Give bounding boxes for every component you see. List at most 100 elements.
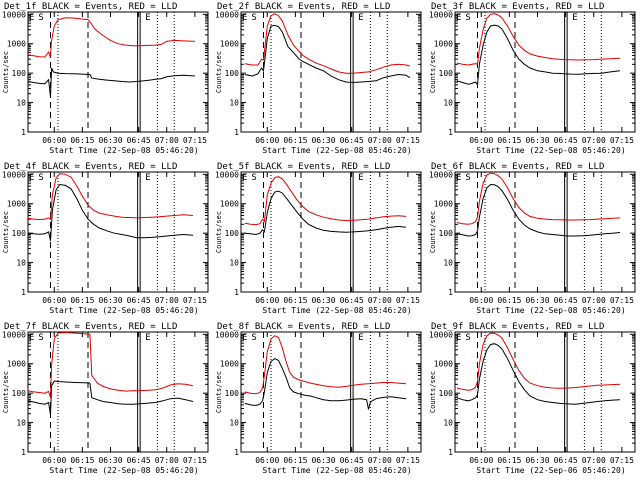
y-tick-label: 10000 <box>2 10 26 19</box>
series-line-lld <box>244 176 407 226</box>
x-tick-label: 06:45 <box>554 296 578 305</box>
chart-title: Det_4f BLACK = Events, RED = LLD <box>4 162 177 172</box>
y-tick-label: 1 <box>448 288 453 297</box>
series-line-events <box>456 183 621 237</box>
y-tick-label: 1 <box>21 288 26 297</box>
series-line-lld <box>244 13 410 74</box>
x-tick-label: 06:00 <box>469 456 493 465</box>
y-tick-label: 1 <box>234 128 239 137</box>
series-line-lld <box>456 332 621 391</box>
x-tick-label: 06:15 <box>283 456 307 465</box>
y-axis-label: Counts/sec <box>2 211 10 253</box>
x-tick-label: 07:15 <box>396 136 420 145</box>
series-line-events <box>27 183 194 241</box>
panel-2: Det_2f BLACK = Events, RED = LLD 1 10 100 10… <box>215 2 422 155</box>
x-tick-label: 06:45 <box>340 296 364 305</box>
y-tick-label: 10000 <box>429 10 453 19</box>
plot-marker-label: E <box>145 173 150 183</box>
plot-marker-label: E <box>145 13 150 23</box>
plot-frame <box>454 171 636 293</box>
y-tick-label: 1 <box>448 448 453 457</box>
y-tick-label: 10000 <box>2 170 26 179</box>
plot-marker-label: E <box>145 333 150 343</box>
x-tick-label: 06:45 <box>554 136 578 145</box>
x-tick-label: 06:30 <box>525 456 549 465</box>
x-tick-label: 06:15 <box>497 296 521 305</box>
plot-marker-label: E <box>29 13 34 23</box>
plot-marker-label: S <box>38 173 43 183</box>
y-tick-label: 1000 <box>434 360 453 369</box>
y-tick-label: 10000 <box>215 10 239 19</box>
series-line-events <box>27 380 194 416</box>
y-tick-label: 100 <box>12 69 27 78</box>
x-tick-label: 06:45 <box>127 296 151 305</box>
chart-title: Det_3f BLACK = Events, RED = LLD <box>431 2 604 12</box>
x-tick-label: 06:15 <box>497 456 521 465</box>
x-tick-label: 06:30 <box>98 296 122 305</box>
plot-marker-label: S <box>251 333 256 343</box>
x-tick-label: 07:15 <box>396 456 420 465</box>
y-tick-label: 10 <box>443 419 453 428</box>
y-tick-label: 100 <box>225 69 240 78</box>
x-tick-label: 07:00 <box>368 136 392 145</box>
plot-marker-label: E <box>572 333 577 343</box>
x-tick-label: 06:30 <box>98 136 122 145</box>
x-tick-label: 06:30 <box>311 456 335 465</box>
plot-marker-label: S <box>465 173 470 183</box>
x-tick-label: 07:00 <box>155 296 179 305</box>
plot-marker-label: E <box>358 13 363 23</box>
panel-1: Det_1f BLACK = Events, RED = LLD 1 10 100 10… <box>2 2 209 155</box>
y-tick-label: 1000 <box>220 360 239 369</box>
chart-title: Det_8f BLACK = Events, RED = LLD <box>217 322 390 332</box>
plot-frame <box>27 171 209 293</box>
y-axis-label: Counts/sec <box>429 371 437 413</box>
x-axis-label: Start Time (22-Sep-08 05:46:20) <box>262 466 411 475</box>
x-tick-label: 06:45 <box>340 136 364 145</box>
y-tick-label: 1 <box>234 448 239 457</box>
chart-title: Det_1f BLACK = Events, RED = LLD <box>4 2 177 12</box>
plot-marker-label: E <box>242 333 247 343</box>
x-tick-label: 06:15 <box>283 136 307 145</box>
x-axis-label: Start Time (22-Sep-08 05:46:20) <box>49 146 198 155</box>
x-tick-label: 06:30 <box>311 136 335 145</box>
x-tick-label: 07:15 <box>610 296 634 305</box>
y-axis-label: Counts/sec <box>215 211 223 253</box>
plot-frame <box>240 171 422 293</box>
y-tick-label: 10000 <box>2 330 26 339</box>
x-tick-label: 06:00 <box>42 456 66 465</box>
series-line-lld <box>456 172 621 225</box>
x-tick-label: 06:15 <box>497 136 521 145</box>
x-tick-label: 06:15 <box>70 456 94 465</box>
y-tick-label: 10 <box>443 259 453 268</box>
panel-6: Det_6f BLACK = Events, RED = LLD 1 10 100 10… <box>429 162 636 315</box>
y-tick-label: 100 <box>12 229 27 238</box>
y-tick-label: 10 <box>16 259 26 268</box>
x-tick-label: 07:00 <box>368 456 392 465</box>
y-tick-label: 1000 <box>220 200 239 209</box>
x-tick-label: 07:00 <box>582 456 606 465</box>
x-tick-label: 07:00 <box>155 456 179 465</box>
y-tick-label: 1000 <box>220 40 239 49</box>
series-line-events <box>244 24 411 84</box>
y-tick-label: 10 <box>443 99 453 108</box>
y-tick-label: 100 <box>12 389 27 398</box>
plot-frame <box>27 331 209 453</box>
x-tick-label: 07:15 <box>396 296 420 305</box>
plot-marker-label: E <box>358 173 363 183</box>
series-line-events <box>244 190 407 236</box>
x-tick-label: 06:00 <box>255 456 279 465</box>
x-tick-label: 06:30 <box>525 296 549 305</box>
plot-marker-label: S <box>38 13 43 23</box>
x-tick-label: 06:45 <box>127 136 151 145</box>
panel-8: Det_8f BLACK = Events, RED = LLD 1 10 100 10… <box>215 322 422 475</box>
x-tick-label: 06:00 <box>255 136 279 145</box>
x-tick-label: 07:00 <box>582 136 606 145</box>
x-tick-label: 07:15 <box>183 296 207 305</box>
plot-marker-label: E <box>29 173 34 183</box>
plot-marker-label: E <box>456 173 461 183</box>
series-line-lld <box>244 335 407 395</box>
plot-marker-label: E <box>29 333 34 343</box>
y-tick-label: 100 <box>225 229 240 238</box>
y-tick-label: 100 <box>439 229 454 238</box>
x-tick-label: 06:45 <box>554 456 578 465</box>
